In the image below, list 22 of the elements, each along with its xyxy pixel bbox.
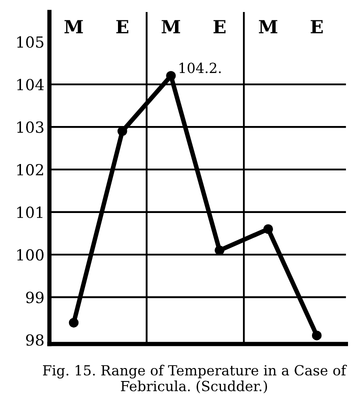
point [166, 70, 176, 81]
x-tick-label: E [310, 20, 323, 34]
x-tick-label: M [64, 20, 83, 34]
y-tick-label: 104 [17, 78, 44, 90]
y-tick-label: 105 [17, 36, 44, 48]
y-tick-label: 101 [17, 206, 42, 218]
text: Fig. 15. Range of Temperature in a Case of Febricula. (Scudder.) [43, 364, 347, 394]
x-tick-label: E [116, 20, 128, 34]
y-tick-label: 102 [17, 164, 44, 176]
x-tick-label: E [214, 20, 226, 34]
point [214, 245, 224, 256]
point [68, 318, 79, 328]
x-tick-label: M [258, 20, 278, 34]
point [312, 330, 322, 340]
y-tick-label: 103 [17, 121, 44, 133]
data-label: 104.2. [180, 62, 221, 74]
y-tick-label: 98 [26, 334, 44, 346]
point [117, 126, 128, 136]
x-tick-label: M [162, 20, 180, 34]
y-tick-label: 99 [26, 292, 44, 304]
point [263, 224, 274, 234]
y-tick-label: 100 [17, 249, 44, 261]
